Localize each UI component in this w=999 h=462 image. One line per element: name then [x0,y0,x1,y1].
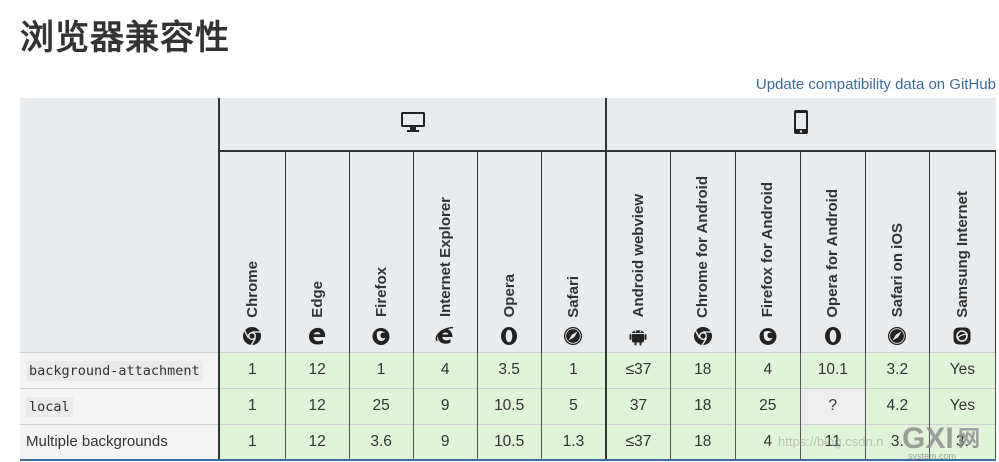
feature-text: Multiple backgrounds [26,433,168,451]
feature-code: background-attachment [26,360,203,381]
android-icon [628,326,648,346]
support-cell-safari[interactable]: 1.3 [541,423,608,461]
mobile-icon [794,109,809,134]
opera-icon [499,326,519,346]
browser-header-safari: Safari [541,151,608,352]
browser-header-edge: Edge [285,151,350,352]
page-title: 浏览器兼容性 [20,18,230,58]
support-cell-samsung-internet[interactable]: 3. [929,423,997,461]
support-cell-android-webview[interactable]: ≤37 [606,423,671,461]
support-cell-opera[interactable]: 10.5 [477,387,542,424]
update-compat-link[interactable]: Update compatibility data on GitHub [755,76,996,93]
platform-mobile [606,98,996,152]
support-cell-chrome-for-android[interactable]: 18 [670,387,736,424]
browser-header-internet-explorer: Internet Explorer [413,151,478,352]
safari-icon [887,326,907,346]
support-cell-chrome[interactable]: 1 [219,387,286,424]
support-cell-android-webview[interactable]: ≤37 [606,351,671,388]
firefox-icon [758,326,778,346]
support-cell-samsung-internet[interactable]: Yes [929,351,997,388]
support-cell-edge[interactable]: 12 [285,387,350,424]
support-cell-samsung-internet[interactable]: Yes [929,387,997,424]
browser-header-opera: Opera [477,151,542,352]
support-cell-safari[interactable]: 1 [541,351,608,388]
support-cell-opera[interactable]: 3.5 [477,351,542,388]
support-cell-edge[interactable]: 12 [285,351,350,388]
watermark-url: https://blog.csdn.n [778,434,884,449]
browser-label: Samsung Internet [953,190,971,318]
browser-label: Safari on iOS [888,223,906,318]
table-row: local 1 12 25 9 10.5 5 37 18 25? 4.2 Yes [20,387,997,424]
platform-desktop [219,98,608,152]
svg-text:网: 网 [958,427,980,452]
chrome-icon [693,326,713,346]
browser-header-safari-on-ios: Safari on iOS [865,151,930,352]
support-cell-safari-on-ios[interactable]: 4.2 [865,387,930,424]
browser-label: Firefox [372,267,390,318]
support-cell-firefox[interactable]: 1 [349,351,414,388]
support-cell-firefox-for-android[interactable]: 25 [735,387,801,424]
support-cell-safari-on-ios[interactable]: 3. [865,423,930,461]
support-cell-firefox-for-android[interactable]: 4 [735,423,801,461]
browser-header-opera-for-android: Opera for Android [800,151,866,352]
watermark-logo: GXI 网 system.com [902,422,980,461]
browser-header-chrome-for-android: Chrome for Android [670,151,736,352]
table-corner [20,98,221,352]
browser-header-firefox-for-android: Firefox for Android [735,151,801,352]
support-cell-opera-for-android[interactable]: ? [800,387,866,424]
browser-header-samsung-internet: Samsung Internet [929,151,997,352]
chrome-icon [242,326,262,346]
browser-label: Edge [308,280,326,318]
support-cell-opera-for-android[interactable]: 11 [800,423,866,461]
support-cell-firefox[interactable]: 25 [349,387,414,424]
support-cell-safari-on-ios[interactable]: 3.2 [865,351,930,388]
browser-label: Safari [564,275,582,318]
feature-name: local [20,387,221,424]
support-cell-internet-explorer[interactable]: 4 [413,351,478,388]
support-cell-chrome-for-android[interactable]: 18 [670,351,736,388]
feature-code: local [26,396,73,417]
support-cell-firefox-for-android[interactable]: 4 [735,351,801,388]
support-cell-chrome[interactable]: 1 [219,351,286,388]
firefox-icon [371,326,391,346]
support-cell-chrome-for-android[interactable]: 18 [670,423,736,461]
opera-icon [823,326,843,346]
browser-label: Internet Explorer [436,197,454,318]
support-cell-android-webview[interactable]: 37 [606,387,671,424]
browser-label: Chrome [243,260,261,318]
browser-header-android-webview: Android webview [606,151,671,352]
table-row: background-attachment 1 12 1 4 3.5 1 ≤37 18 4 10.1… [20,351,997,388]
browser-header-firefox: Firefox [349,151,414,352]
feature-name: Multiple backgrounds [20,423,221,461]
support-cell-edge[interactable]: 12 [285,423,350,461]
support-cell-firefox[interactable]: 3.6 [349,423,414,461]
support-cell-opera[interactable]: 10.5 [477,423,542,461]
svg-text:system.com: system.com [908,451,956,461]
support-cell-chrome[interactable]: 1 [219,423,286,461]
feature-name: background-attachment [20,351,221,388]
support-cell-internet-explorer[interactable]: 9 [413,387,478,424]
edge-icon [307,326,327,346]
browser-label: Android webview [629,194,647,318]
browser-label: Chrome for Android [694,175,712,318]
desktop-icon [400,111,425,132]
browser-header-chrome: Chrome [219,151,286,352]
support-cell-safari[interactable]: 5 [541,387,608,424]
ie-icon [435,326,455,346]
samsung-icon [952,326,972,346]
safari-icon [563,326,583,346]
table-row: Multiple backgrounds 1 12 3.6 9 10.5 1.3 ≤37 18 4… [20,423,997,461]
compat-table: Chrome Edge Firefox Internet Explorer Opera S… [20,98,997,461]
support-cell-opera-for-android[interactable]: 10.1 [800,351,866,388]
browser-label: Opera [500,274,518,318]
browser-label: Opera for Android [824,188,842,318]
svg-text:GXI: GXI [902,422,954,455]
support-cell-internet-explorer[interactable]: 9 [413,423,478,461]
browser-label: Firefox for Android [759,182,777,318]
